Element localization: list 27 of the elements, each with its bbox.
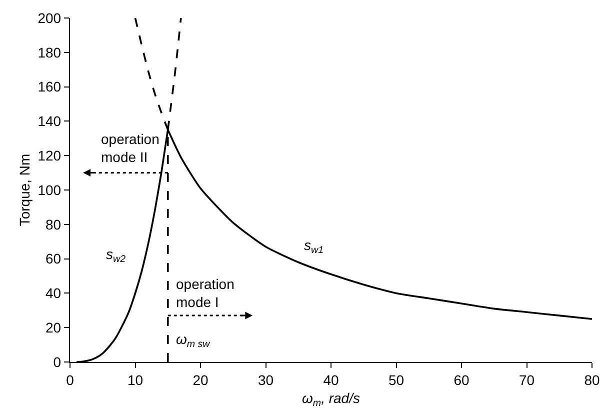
y-axis-title: Torque, Nm [16, 154, 32, 226]
series-label: s$_{w2}$ [106, 246, 126, 265]
y-tick-label: 20 [46, 320, 62, 336]
annotation: operation mode I [176, 276, 234, 310]
x-tick-label: 50 [388, 372, 404, 388]
y-tick-label: 80 [46, 216, 62, 232]
x-tick-label: 60 [454, 372, 470, 388]
x-axis-title: ω$_{m}$, rad/s [302, 390, 360, 410]
x-tick-label: 20 [192, 372, 208, 388]
x-tick-label: 80 [584, 372, 600, 388]
y-tick-label: 0 [53, 354, 62, 370]
y-tick-label: 180 [38, 44, 62, 60]
x-tick-label: 40 [323, 372, 339, 388]
y-tick-label: 100 [38, 182, 62, 198]
annotation: ω$_{m sw}$ [176, 331, 211, 350]
annotation: operation mode II [101, 131, 160, 166]
y-tick-label: 40 [46, 285, 62, 302]
x-tick-label: 10 [127, 372, 144, 388]
y-tick-label: 160 [38, 78, 62, 95]
x-tick-label: 70 [518, 372, 535, 388]
y-tick-label: 140 [38, 113, 62, 130]
y-tick-label: 200 [38, 10, 62, 26]
y-tick-label: 60 [46, 250, 62, 267]
x-tick-label: 0 [66, 372, 74, 388]
series-label: s$_{w1}$ [304, 237, 324, 256]
y-tick-label: 120 [38, 148, 62, 164]
x-tick-label: 30 [258, 372, 274, 388]
